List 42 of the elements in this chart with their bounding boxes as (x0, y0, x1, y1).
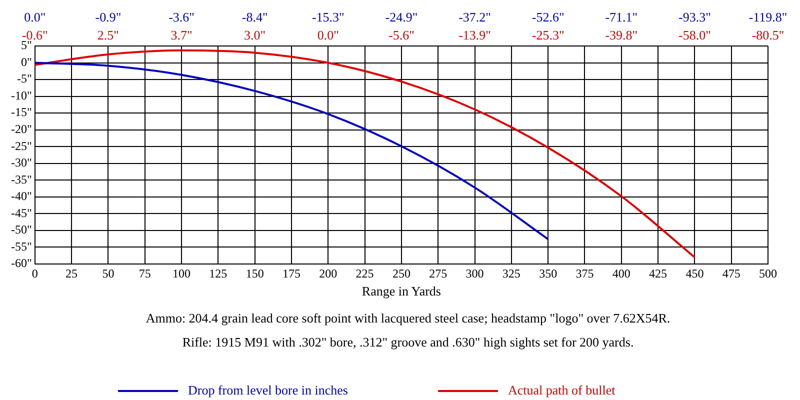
x-tick-label: 425 (649, 266, 668, 280)
x-tick-label: 475 (722, 266, 740, 280)
x-tick-label: 75 (138, 266, 151, 280)
x-tick-label: 300 (466, 266, 484, 280)
y-tick-label: -5" (16, 72, 32, 86)
x-tick-label: 400 (612, 266, 630, 280)
x-tick-label: 250 (392, 266, 410, 280)
y-tick-label: -15" (10, 105, 32, 120)
x-tick-label: 0 (32, 266, 38, 280)
x-tick-label: 200 (319, 266, 338, 280)
legend-label: Actual path of bullet (508, 382, 616, 398)
x-tick-label: 375 (576, 266, 594, 280)
y-tick-label: -50" (10, 222, 32, 237)
x-tick-label: 450 (686, 266, 704, 280)
x-tick-label: 325 (502, 266, 520, 280)
x-tick-label: 350 (539, 266, 558, 280)
y-tick-label: -40" (10, 189, 32, 204)
text: Rifle: 1915 M91 with .302" bore, .312" groove and .630" high sights set for 200 yards. (182, 334, 634, 350)
y-tick-label: -30" (10, 156, 32, 170)
y-tick-label: -10" (10, 88, 32, 102)
x-tick-label: 150 (246, 266, 264, 280)
x-tick-label: 275 (429, 266, 448, 280)
y-tick-label: 0" (20, 54, 32, 69)
x-tick-label: 50 (102, 266, 114, 280)
x-tick-label: 225 (356, 266, 374, 280)
x-tick-label: 100 (172, 266, 191, 280)
y-tick-label: -45" (10, 206, 32, 220)
y-tick-label: -35" (10, 172, 32, 186)
y-tick-label: -55" (10, 239, 32, 254)
line-series (34, 49, 696, 258)
x-axis-title: Range in Yards (362, 284, 441, 299)
x-tick-label: 25 (66, 266, 78, 280)
x-tick-label: 175 (282, 266, 300, 280)
y-tick-label: -25" (10, 138, 32, 153)
line-series (34, 62, 550, 240)
x-tick-label: 500 (759, 266, 777, 280)
text: 0.0" -0.9" -3.6" -8.4" -15.3" -24.9" -37.2" -52.6" -71.1" -93.3" -119.8" (24, 9, 788, 24)
y-tick-label: -60" (10, 256, 32, 270)
y-tick-label: -20" (10, 122, 32, 136)
text: Ammo: 204.4 grain lead core soft point with lacquered steel case; headstamp "logo" over 7.62X54R. (146, 310, 670, 326)
x-tick-label: 125 (209, 266, 228, 280)
legend-label: Drop from level bore in inches (188, 382, 348, 398)
